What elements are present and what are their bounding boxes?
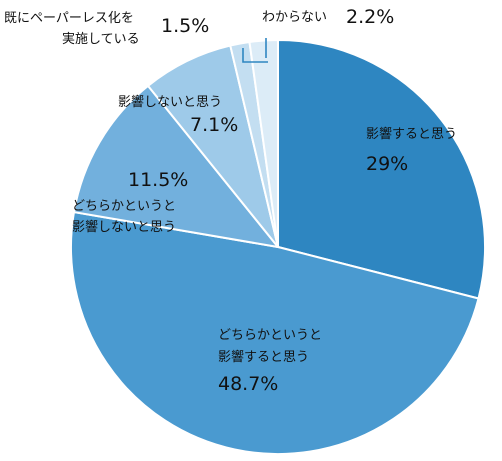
slice-label-paperless-line2: 実施している [62,31,140,47]
pie-slices [69,38,486,456]
slice-label-strongly-affect: 影響すると思う [366,126,457,142]
leader-lines [242,38,268,63]
slice-value-unknown: 2.2% [346,6,394,28]
slice-label-somewhat-not-affect-line1: どちらかというと [72,199,176,214]
slice-value-somewhat-affect: 48.7% [218,373,278,395]
pie-slice-strongly-affect [277,38,486,300]
slice-label-somewhat-affect-line1: どちらかというと [218,328,322,343]
slice-value-strongly-affect: 29% [366,153,408,175]
pie-slice-unknown [248,38,279,248]
slice-value-somewhat-not-affect: 11.5% [128,169,188,191]
slice-value-not-affect: 7.1% [190,114,238,136]
leader-line-paperless [242,48,268,63]
slice-label-not-affect: 影響しないと思う [118,94,222,110]
pie-slice-somewhat-affect [69,210,480,456]
slice-value-paperless: 1.5% [161,15,209,37]
pie-slice-somewhat-not-affect [72,84,281,249]
slice-label-somewhat-not-affect-line2: 影響しないと思う [72,219,176,235]
slice-label-unknown: わからない [262,10,327,25]
slice-label-paperless-line1: 既にペーパーレス化を [4,11,134,26]
slice-label-somewhat-affect-line2: 影響すると思う [218,349,309,365]
